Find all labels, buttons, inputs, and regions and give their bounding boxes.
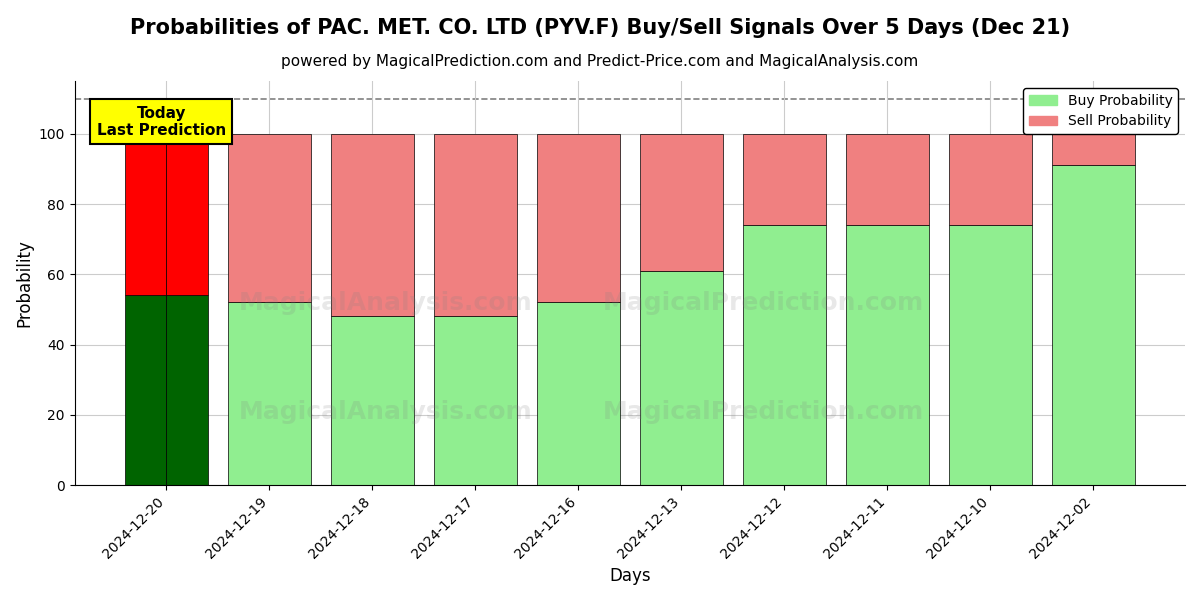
Bar: [743, 134, 826, 225]
Text: Probabilities of PAC. MET. CO. LTD (PYV.F) Buy/Sell Signals Over 5 Days (Dec 21): Probabilities of PAC. MET. CO. LTD (PYV.…: [130, 18, 1070, 38]
Bar: [331, 316, 414, 485]
Text: powered by MagicalPrediction.com and Predict-Price.com and MagicalAnalysis.com: powered by MagicalPrediction.com and Pre…: [281, 54, 919, 69]
Bar: [228, 302, 311, 485]
X-axis label: Days: Days: [610, 567, 650, 585]
Bar: [167, 295, 208, 485]
Text: MagicalPrediction.com: MagicalPrediction.com: [602, 400, 924, 424]
Bar: [125, 295, 167, 485]
Bar: [1052, 134, 1134, 166]
Bar: [949, 225, 1032, 485]
Bar: [538, 302, 619, 485]
Bar: [846, 134, 929, 225]
Text: Today
Last Prediction: Today Last Prediction: [96, 106, 226, 138]
Bar: [167, 134, 208, 295]
Text: MagicalAnalysis.com: MagicalAnalysis.com: [239, 291, 533, 315]
Bar: [228, 134, 311, 302]
Bar: [434, 316, 516, 485]
Text: MagicalPrediction.com: MagicalPrediction.com: [602, 291, 924, 315]
Bar: [846, 225, 929, 485]
Y-axis label: Probability: Probability: [16, 239, 34, 327]
Bar: [434, 134, 516, 316]
Bar: [640, 134, 722, 271]
Legend: Buy Probability, Sell Probability: Buy Probability, Sell Probability: [1024, 88, 1178, 134]
Bar: [640, 271, 722, 485]
Bar: [1052, 166, 1134, 485]
Bar: [125, 134, 167, 295]
Bar: [331, 134, 414, 316]
Bar: [743, 225, 826, 485]
Bar: [949, 134, 1032, 225]
Text: MagicalAnalysis.com: MagicalAnalysis.com: [239, 400, 533, 424]
Bar: [538, 134, 619, 302]
